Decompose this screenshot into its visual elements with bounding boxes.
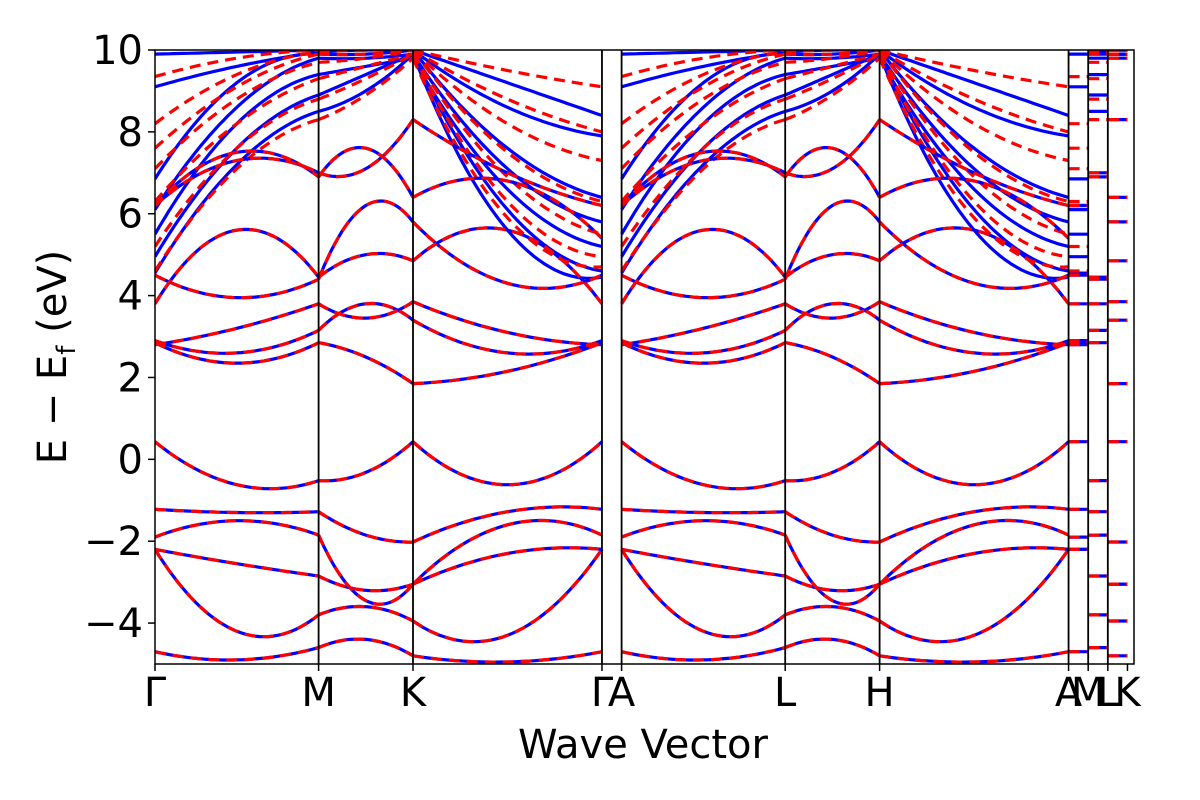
y-tick-label-1: −2	[84, 519, 143, 565]
plot-frame	[154, 49, 1135, 665]
band-dashed-upper-5	[155, 50, 1128, 134]
y-tick-label-6: 8	[118, 110, 143, 156]
band-dashed-upper-3	[155, 50, 1128, 204]
x-tick-label-3: Γ	[591, 670, 614, 716]
x-tick-label-1: M	[301, 670, 336, 716]
y-axis-label: E − Ef (eV)	[30, 250, 82, 465]
y-axis-label-subscript: f	[52, 345, 82, 355]
y-tick-label-7: 10	[92, 28, 143, 74]
band-solid-2	[155, 518, 1128, 606]
y-tick-label-4: 4	[118, 274, 143, 320]
band-dashed-5	[155, 637, 1128, 664]
y-axis-label-unit: (eV)	[30, 250, 76, 346]
band-dashed-1	[155, 505, 1128, 544]
y-tick-label-3: 2	[118, 355, 143, 401]
y-tick-label-0: −4	[84, 601, 143, 647]
band-dashed-upper-0	[155, 56, 1128, 273]
x-tick-label-9: L	[1097, 670, 1120, 716]
band-dashed-0	[155, 440, 1128, 491]
y-tick-label-2: 0	[118, 437, 143, 483]
band-solid-upper-6	[155, 50, 1128, 118]
band-solid-6	[155, 341, 1128, 386]
x-axis-label: Wave Vector	[518, 722, 769, 768]
band-dashed-3	[155, 546, 1128, 593]
band-solid-0	[155, 440, 1128, 491]
band-dashed-upper-4	[155, 50, 1128, 163]
x-tick-label-6: H	[865, 670, 895, 716]
band-dashed-6	[155, 341, 1128, 386]
y-axis-label-main: E − E	[30, 355, 76, 465]
band-dashed-10	[155, 199, 1128, 300]
x-tick-label-4: A	[608, 670, 636, 716]
band-dashed-12	[155, 118, 1128, 208]
band-dashed-9	[155, 226, 1128, 306]
band-dashed-7	[155, 301, 1128, 356]
x-tick-label-2: K	[400, 670, 428, 716]
x-tick-label-7: A	[1055, 670, 1083, 716]
x-tick-label-8: M	[1071, 670, 1106, 716]
band-dashed-8	[155, 300, 1128, 347]
band-dashed-2	[155, 518, 1128, 606]
y-tick-label-5: 6	[118, 192, 143, 238]
band-dashed-upper-2	[155, 52, 1128, 236]
x-tick-label-5: L	[774, 670, 797, 716]
band-dashed-upper-6	[155, 50, 1128, 89]
x-tick-label-0: Γ	[144, 670, 167, 716]
x-tick-label-10: K	[1114, 670, 1142, 716]
band-dashed-4	[155, 547, 1128, 644]
